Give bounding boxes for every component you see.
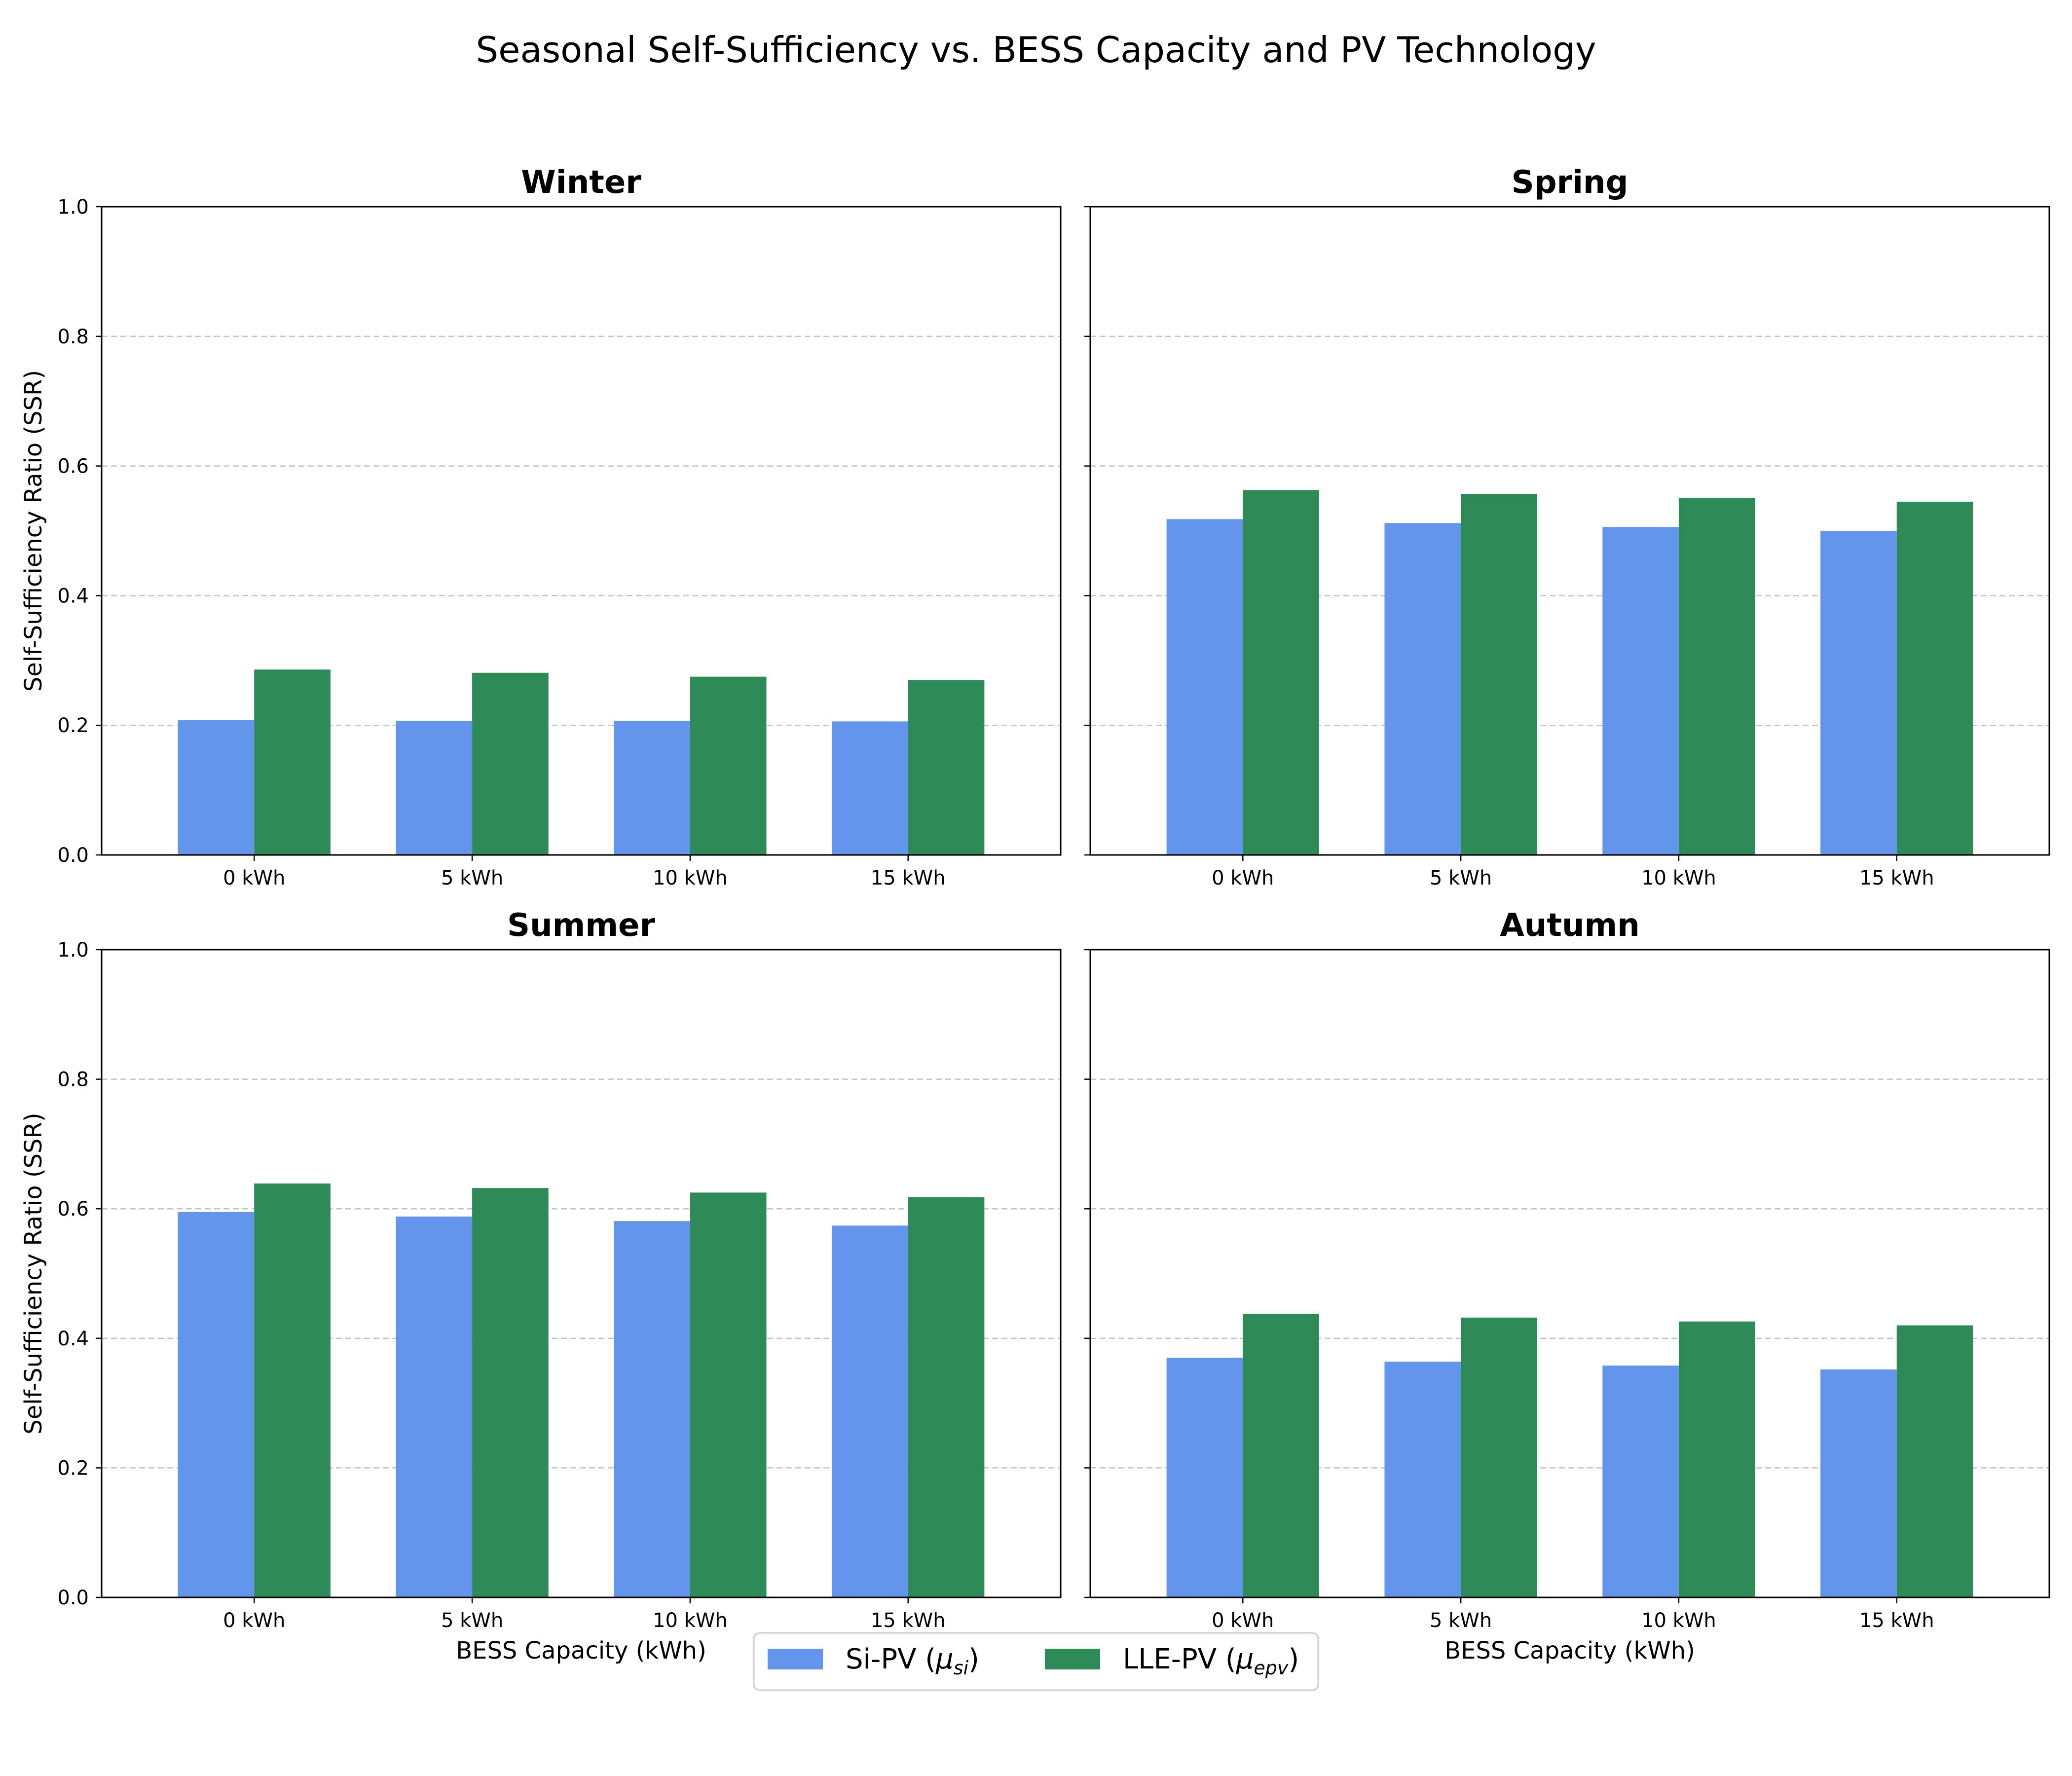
bar-autumn-lle-pv-3 — [1896, 1325, 1973, 1597]
bar-summer-si-pv-2 — [614, 1221, 690, 1597]
x-tick-label: 15 kWh — [1859, 867, 1934, 889]
bar-spring-si-pv-0 — [1166, 519, 1243, 855]
legend-label-lle-pv: LLE-PV (μepv) — [1123, 1643, 1299, 1679]
panel-autumn: 0 kWh 5 kWh 10 kWh 15 kWh Autumn BESS Capacit… — [1084, 907, 2050, 1665]
legend-box — [753, 1632, 1319, 1691]
legend-label-si-pv: Si-PV (μsi) — [846, 1643, 979, 1679]
x-tick-label: 10 kWh — [653, 1609, 728, 1632]
bar-winter-lle-pv-2 — [690, 676, 767, 855]
bar-summer-si-pv-0 — [178, 1212, 255, 1597]
bar-winter-lle-pv-3 — [908, 680, 985, 855]
bar-autumn-lle-pv-1 — [1461, 1317, 1537, 1597]
x-tick-label: 5 kWh — [441, 867, 503, 889]
x-tick-label: 15 kWh — [871, 1609, 946, 1632]
y-tick-label: 0.8 — [57, 326, 89, 348]
bar-summer-lle-pv-1 — [472, 1188, 549, 1597]
x-tick-label: 15 kWh — [1859, 1609, 1934, 1632]
bar-autumn-lle-pv-0 — [1243, 1313, 1319, 1597]
x-tick-label: 0 kWh — [1212, 1609, 1274, 1632]
x-axis-label: BESS Capacity (kWh) — [1444, 1637, 1695, 1665]
x-tick-label: 15 kWh — [871, 867, 946, 889]
bar-spring-lle-pv-2 — [1678, 497, 1755, 855]
plot-frame — [101, 949, 1062, 1598]
y-axis-label: Self-Sufficiency Ratio (SSR) — [20, 370, 47, 692]
panel-title-spring: Spring — [1512, 164, 1628, 201]
panel-winter: 0 kWh 5 kWh 10 kWh 15 kWh 0.0 0.2 0.4 0.6 0.8 1.0… — [20, 164, 1062, 889]
bar-winter-si-pv-0 — [178, 720, 255, 855]
panel-spring: 0 kWh 5 kWh 10 kWh 15 kWh Spring — [1084, 164, 2050, 889]
panel-title-winter: Winter — [521, 164, 641, 201]
bar-winter-lle-pv-0 — [254, 669, 331, 855]
x-tick-label: 5 kWh — [441, 1609, 503, 1632]
bar-winter-lle-pv-1 — [472, 672, 549, 855]
y-axis-label: Self-Sufficiency Ratio (SSR) — [20, 1112, 47, 1434]
y-tick-label: 1.0 — [57, 196, 89, 219]
bar-summer-si-pv-1 — [396, 1216, 473, 1597]
y-tick-label: 0.0 — [57, 844, 89, 867]
bar-summer-lle-pv-3 — [908, 1197, 985, 1597]
bar-autumn-si-pv-0 — [1166, 1358, 1243, 1597]
y-tick-label: 0.0 — [57, 1587, 89, 1609]
bar-spring-lle-pv-1 — [1461, 494, 1537, 855]
panel-title-autumn: Autumn — [1500, 907, 1640, 944]
x-tick-label: 0 kWh — [1212, 867, 1274, 889]
x-tick-label: 0 kWh — [223, 867, 285, 889]
x-tick-label: 0 kWh — [223, 1609, 285, 1632]
x-tick-label: 5 kWh — [1430, 1609, 1492, 1632]
bar-autumn-si-pv-3 — [1820, 1369, 1897, 1597]
y-tick-label: 0.2 — [57, 1457, 89, 1480]
y-tick-label: 0.8 — [57, 1069, 89, 1091]
chart-panels: 0 kWh 5 kWh 10 kWh 15 kWh 0.0 0.2 0.4 0.6 0.8 1.0… — [20, 164, 2050, 1665]
x-tick-label: 10 kWh — [653, 867, 728, 889]
y-tick-label: 0.6 — [57, 455, 89, 478]
panel-title-summer: Summer — [507, 907, 655, 944]
bar-spring-lle-pv-0 — [1243, 490, 1319, 855]
legend-swatch-lle-pv — [1045, 1649, 1100, 1669]
y-tick-label: 0.4 — [57, 1328, 89, 1350]
x-tick-label: 5 kWh — [1430, 867, 1492, 889]
plot-frame — [1089, 206, 2050, 856]
y-tick-label: 0.6 — [57, 1198, 89, 1221]
bar-summer-si-pv-3 — [832, 1225, 908, 1597]
y-tick-label: 0.2 — [57, 714, 89, 737]
bar-autumn-si-pv-1 — [1384, 1362, 1461, 1597]
bar-spring-si-pv-2 — [1602, 527, 1679, 855]
plot-frame — [1089, 949, 2050, 1598]
bar-winter-si-pv-2 — [614, 721, 690, 855]
bar-winter-si-pv-1 — [396, 721, 473, 855]
bar-spring-si-pv-1 — [1384, 523, 1461, 855]
bar-summer-lle-pv-0 — [254, 1183, 331, 1597]
panel-summer: 0 kWh 5 kWh 10 kWh 15 kWh 0.0 0.2 0.4 0.6 0.8 1.0… — [20, 907, 1062, 1665]
y-tick-label: 1.0 — [57, 939, 89, 962]
y-tick-label: 0.4 — [57, 585, 89, 607]
chart-legend: Si-PV (μsi) LLE-PV (μepv) — [753, 1632, 1319, 1691]
chart-suptitle: Seasonal Self-Sufficiency vs. BESS Capac… — [476, 29, 1596, 71]
bar-autumn-lle-pv-2 — [1678, 1321, 1755, 1597]
bar-spring-si-pv-3 — [1820, 531, 1897, 855]
bar-summer-lle-pv-2 — [690, 1192, 767, 1597]
x-tick-label: 10 kWh — [1641, 1609, 1716, 1632]
bar-winter-si-pv-3 — [832, 721, 908, 855]
plot-frame — [101, 206, 1062, 856]
bar-autumn-si-pv-2 — [1602, 1365, 1679, 1597]
x-axis-label: BESS Capacity (kWh) — [456, 1637, 706, 1665]
bar-spring-lle-pv-3 — [1896, 501, 1973, 855]
x-tick-label: 10 kWh — [1641, 867, 1716, 889]
legend-swatch-si-pv — [768, 1649, 823, 1669]
